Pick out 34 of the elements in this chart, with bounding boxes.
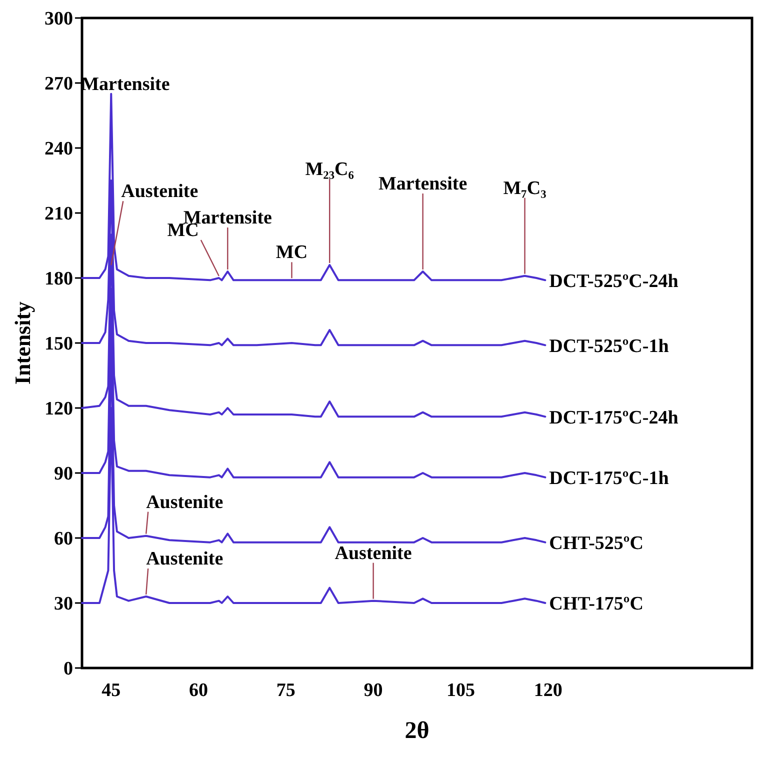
x-tick-label: 45 (102, 680, 121, 701)
annotation: MC (276, 242, 308, 264)
annotation: M₂₃C₆ (305, 159, 354, 180)
y-tick-label: 300 (44, 8, 73, 30)
y-tick-label: 90 (54, 464, 73, 485)
x-tick-label: 75 (276, 680, 296, 701)
y-tick-label: 120 (44, 398, 73, 420)
y-tick-label: 240 (44, 138, 73, 160)
annotation: M₇C₃ (503, 178, 547, 199)
series-label: DCT-525ºC-1h (549, 336, 670, 357)
y-tick-label: 60 (54, 528, 73, 550)
annotation: Austenite (146, 548, 224, 570)
annotation: Austenite (146, 492, 224, 513)
annotation: Martensite (378, 174, 468, 194)
x-tick-label: 60 (189, 680, 208, 701)
series-label: DCT-175ºC-1h (549, 468, 670, 489)
y-tick-label: 210 (44, 204, 73, 225)
annotation: Austenite (334, 542, 412, 564)
y-tick-label: 180 (44, 268, 73, 290)
y-tick-label: 0 (64, 658, 73, 680)
y-tick-label: 150 (44, 334, 73, 355)
series-label: CHT-175ºC (549, 594, 644, 615)
y-tick-label: 30 (54, 594, 73, 615)
series-label: CHT-525ºC (549, 532, 644, 554)
y-tick-label: 270 (44, 74, 73, 95)
series-label: DCT-525ºC-24h (549, 270, 679, 292)
x-tick-label: 105 (446, 680, 475, 701)
series-label: DCT-175ºC-24h (549, 407, 679, 428)
y-axis-title: Intensity (10, 301, 35, 385)
x-axis-title: 2θ (404, 718, 430, 744)
x-tick-label: 120 (534, 680, 562, 701)
annotation: Austenite (121, 181, 198, 202)
annotation: Martensite (81, 74, 170, 95)
x-tick-label: 90 (364, 680, 383, 701)
